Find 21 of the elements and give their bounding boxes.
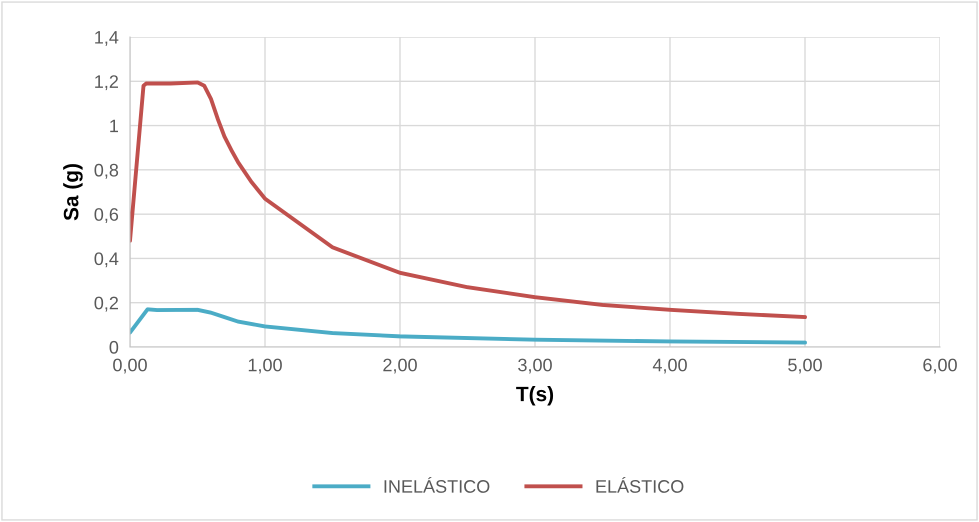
- x-tick-label: 3,00: [518, 358, 552, 374]
- x-tick-label: 0,00: [113, 358, 147, 374]
- x-tick-label: 4,00: [652, 358, 687, 374]
- y-tick-label: 1,4: [95, 31, 118, 46]
- y-tick-label: 0,2: [94, 296, 118, 312]
- x-tick-label: 5,00: [788, 358, 822, 374]
- y-tick-label: 1: [110, 120, 118, 132]
- x-tick-label: 6,00: [923, 358, 957, 374]
- legend-label: INELÁSTICO: [384, 477, 490, 493]
- y-tick-label: 1,2: [95, 75, 118, 90]
- x-tick-label: 2,00: [383, 358, 417, 374]
- legend-label: ELÁSTICO: [596, 477, 684, 493]
- y-axis-title: Sa (g): [63, 164, 83, 220]
- y-tick-label: 0,8: [94, 164, 118, 179]
- x-axis-title: T(s): [516, 386, 554, 406]
- y-tick-label: 0,6: [94, 208, 118, 223]
- y-tick-label: 0: [110, 340, 118, 354]
- x-tick-label: 1,00: [248, 358, 282, 374]
- line-series: [130, 307, 807, 345]
- line-series: [130, 80, 807, 320]
- y-tick-label: 0,4: [94, 252, 118, 268]
